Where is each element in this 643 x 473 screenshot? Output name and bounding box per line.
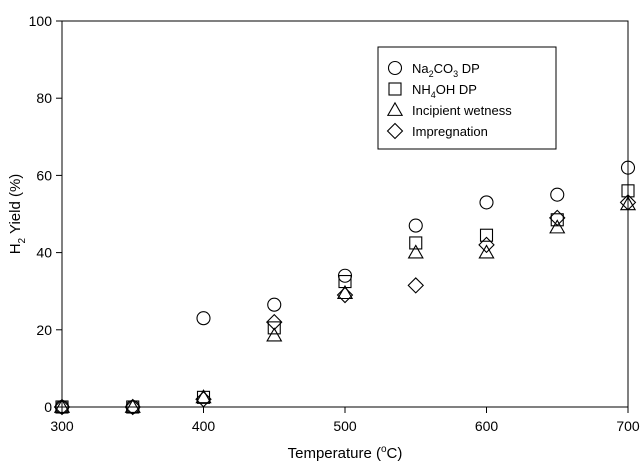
plot-area: 300 400 500 600 700 0 20 40 60 80 100 — [29, 13, 640, 434]
triangle-point — [336, 284, 354, 300]
data-points — [53, 160, 637, 416]
legend-label: Na2CO3 DP — [412, 61, 480, 79]
legend-circle-icon — [387, 60, 403, 76]
y-tick-label: 0 — [44, 399, 52, 415]
triangle-point — [549, 219, 566, 234]
x-axis: 300 400 500 600 700 — [50, 407, 640, 434]
y-tick-label: 60 — [36, 167, 52, 183]
diamond-point — [478, 236, 495, 254]
diamond-point — [195, 391, 212, 408]
circle-point — [408, 218, 423, 233]
circle-point — [479, 195, 494, 210]
legend-label: NH4OH DP — [412, 82, 477, 100]
x-tick-label: 300 — [50, 418, 74, 434]
series-triangle — [53, 196, 637, 413]
legend-item: Na2CO3 DP — [387, 60, 480, 79]
circle-point — [196, 311, 211, 326]
x-tick-label: 500 — [333, 418, 357, 434]
legend-diamond-icon — [386, 122, 404, 140]
square-point — [55, 400, 69, 414]
legend-box — [377, 46, 557, 150]
legend-triangle-icon — [386, 101, 404, 116]
triangle-point — [195, 389, 212, 404]
y-tick-label: 100 — [29, 13, 53, 29]
y-axis-label: H2 Yield (%) — [7, 174, 28, 255]
diamond-point — [53, 398, 71, 416]
square-point — [267, 321, 281, 335]
triangle-point — [124, 398, 141, 413]
diamond-point — [407, 277, 425, 294]
x-tick-label: 600 — [475, 418, 499, 434]
legend-item: Incipient wetness — [386, 101, 512, 118]
triangle-point — [407, 244, 424, 259]
y-axis: 0 20 40 60 80 100 — [29, 13, 62, 415]
legend: Na2CO3 DP NH4OH DP Incipient wetness Impreg… — [377, 46, 557, 150]
x-tick-label: 700 — [616, 418, 640, 434]
circle-point — [267, 297, 282, 312]
diamond-point — [548, 209, 566, 227]
legend-label: Incipient wetness — [412, 103, 512, 118]
legend-item: Impregnation — [386, 122, 488, 140]
circle-point — [620, 160, 636, 175]
triangle-point — [53, 398, 71, 413]
legend-label: Impregnation — [412, 124, 488, 139]
x-tick-label: 400 — [192, 418, 216, 434]
circle-point — [550, 187, 565, 202]
diamond-point — [265, 313, 283, 331]
square-point — [479, 228, 494, 242]
legend-square-icon — [388, 82, 402, 96]
diamond-point — [124, 398, 142, 416]
y-tick-label: 20 — [36, 322, 52, 338]
triangle-point — [266, 327, 283, 342]
y-tick-label: 40 — [36, 245, 52, 261]
triangle-point — [478, 244, 495, 259]
diamond-point — [619, 194, 637, 211]
square-point — [409, 236, 423, 250]
legend-item: NH4OH DP — [388, 82, 477, 100]
x-axis-label: Temperature (oC) — [288, 444, 403, 462]
diamond-point — [336, 286, 354, 304]
y-tick-label: 80 — [36, 90, 52, 106]
square-point — [126, 400, 140, 414]
series-diamond — [53, 194, 637, 416]
